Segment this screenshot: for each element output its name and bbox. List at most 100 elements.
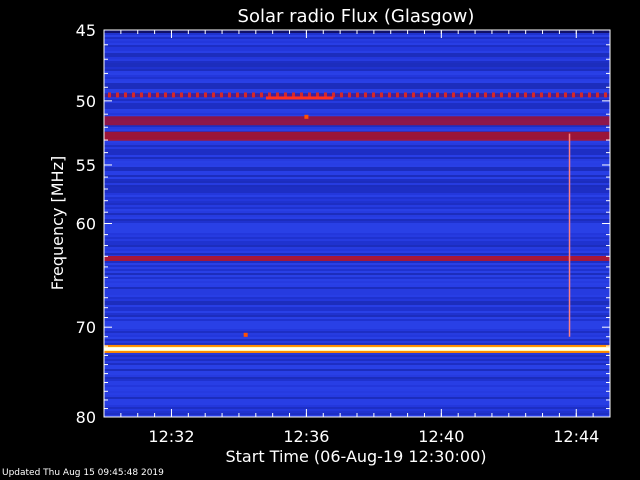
noise-stripe [104, 251, 610, 253]
noise-stripe [104, 189, 610, 191]
burst-mark [276, 92, 279, 98]
noise-stripe [104, 153, 610, 155]
noise-stripe [104, 141, 610, 143]
noise-stripe [104, 45, 610, 47]
noise-stripe [104, 101, 610, 103]
noise-stripe [104, 387, 610, 389]
noise-stripe [104, 65, 610, 67]
burst-mark [476, 92, 479, 98]
noise-stripe [104, 177, 610, 179]
burst-mark [204, 92, 207, 98]
feature-spot-2 [243, 332, 248, 337]
burst-mark [140, 92, 143, 98]
noise-stripe [104, 77, 610, 79]
noise-stripe [104, 145, 610, 147]
noise-stripe [104, 61, 610, 63]
noise-stripe [104, 97, 610, 99]
noise-stripe [104, 261, 610, 263]
noise-stripe [104, 249, 610, 251]
y-tick-label: 50 [76, 92, 96, 111]
noise-stripe [104, 231, 610, 233]
noise-stripe [104, 253, 610, 255]
noise-stripe [104, 275, 610, 277]
burst-mark [524, 92, 527, 98]
noise-stripe [104, 111, 610, 113]
noise-stripe [104, 389, 610, 391]
noise-stripe [104, 403, 610, 405]
noise-stripe [104, 297, 610, 299]
burst-mark [292, 92, 295, 98]
noise-stripe [104, 287, 610, 289]
noise-stripe [104, 157, 610, 159]
burst-mark [468, 92, 471, 98]
burst-mark [604, 92, 607, 98]
noise-stripe [104, 113, 610, 115]
burst-mark [364, 92, 367, 98]
y-tick-label: 60 [76, 215, 96, 234]
noise-stripe [104, 339, 610, 341]
noise-stripe [104, 59, 610, 61]
burst-mark [340, 92, 343, 98]
noise-stripe [104, 175, 610, 177]
burst-mark [188, 92, 191, 98]
noise-stripe [104, 225, 610, 227]
noise-stripe [104, 365, 610, 367]
noise-stripe [104, 291, 610, 293]
burst-mark [156, 92, 159, 98]
noise-stripe [104, 115, 610, 117]
noise-stripe [104, 307, 610, 309]
burst-mark [412, 92, 415, 98]
noise-stripe [104, 383, 610, 385]
burst-mark [348, 92, 351, 98]
burst-mark [108, 92, 111, 98]
y-tick-label: 80 [76, 408, 96, 427]
noise-stripe [104, 183, 610, 185]
noise-stripe [104, 405, 610, 407]
noise-stripe [104, 49, 610, 51]
noise-stripe [104, 385, 610, 387]
noise-stripe [104, 73, 610, 75]
noise-stripe [104, 53, 610, 55]
noise-stripe [104, 229, 610, 231]
burst-mark [572, 92, 575, 98]
burst-mark [420, 92, 423, 98]
noise-stripe [104, 303, 610, 305]
noise-stripe [104, 313, 610, 315]
noise-stripe [104, 151, 610, 153]
noise-stripe [104, 57, 610, 59]
burst-mark [452, 92, 455, 98]
noise-stripe [104, 247, 610, 249]
burst-mark [500, 92, 503, 98]
burst-mark [268, 92, 271, 98]
noise-stripe [104, 237, 610, 239]
noise-stripe [104, 217, 610, 219]
noise-stripe [104, 149, 610, 151]
y-tick-label: 55 [76, 156, 96, 175]
noise-stripe [104, 379, 610, 381]
x-tick-label: 12:44 [553, 427, 599, 446]
noise-stripe [104, 279, 610, 281]
noise-stripe [104, 103, 610, 105]
burst-mark [540, 92, 543, 98]
noise-stripe [104, 269, 610, 271]
x-tick-label: 12:32 [148, 427, 194, 446]
noise-stripe [104, 289, 610, 291]
noise-stripe [104, 41, 610, 43]
band-3 [104, 255, 610, 261]
noise-stripe [104, 263, 610, 265]
noise-stripe [104, 317, 610, 319]
noise-stripe [104, 399, 610, 401]
feature-spot-1 [304, 114, 309, 119]
burst-mark [124, 92, 127, 98]
noise-stripe [104, 371, 610, 373]
noise-stripe [104, 267, 610, 269]
burst-mark [508, 92, 511, 98]
burst-mark [396, 92, 399, 98]
noise-stripe [104, 195, 610, 197]
noise-stripe [104, 305, 610, 307]
noise-stripe [104, 99, 610, 101]
noise-stripe [104, 395, 610, 397]
noise-stripe [104, 159, 610, 161]
burst-mark [228, 92, 231, 98]
burst-mark [316, 92, 319, 98]
